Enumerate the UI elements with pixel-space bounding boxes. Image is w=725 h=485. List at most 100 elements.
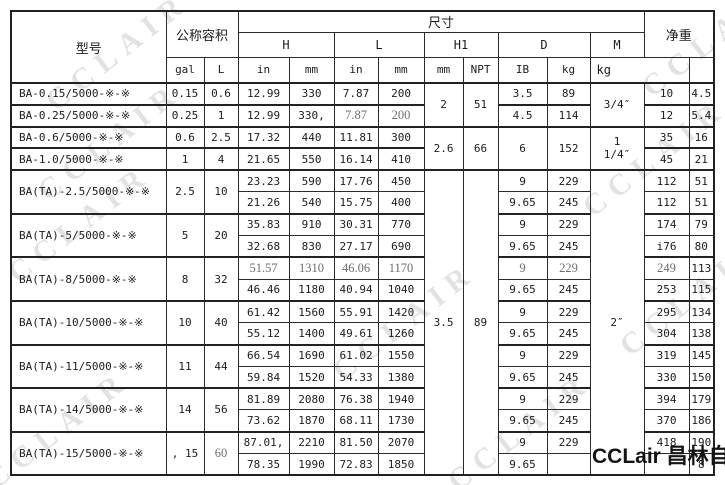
cell-nw2: 16 — [688, 125, 715, 149]
unit-h1-npt: NPT — [462, 56, 499, 84]
cell-nw1: 394 — [643, 387, 690, 411]
cell-nw2: 51 — [688, 169, 715, 193]
cell-l-in: 54.33 — [333, 365, 379, 389]
cell-h-in: 35.83 — [237, 212, 290, 237]
cell-liter: 20 — [203, 212, 239, 258]
cell-d-ib: 3.5 — [497, 82, 548, 106]
cell-l-mm: 690 — [377, 235, 425, 258]
cell-h-in: 61.42 — [237, 299, 290, 324]
cell-d-ib: 9.65 — [497, 191, 548, 215]
unit-blank — [688, 56, 715, 84]
cell-d-ib: 9.65 — [497, 365, 548, 389]
cell-l-in: 15.75 — [333, 191, 379, 215]
cell-l-in: 11.81 — [333, 125, 379, 149]
cell-gal: 14 — [165, 387, 205, 433]
cell-l-in: 55.91 — [333, 299, 379, 324]
cell-gal: , 15 — [165, 430, 205, 476]
cell-l-mm: 1940 — [377, 387, 425, 411]
cell-nw1: 304 — [643, 322, 690, 346]
cell-d-kg: 89 — [546, 82, 591, 106]
cell-l-in: 16.14 — [333, 147, 379, 171]
cell-l-in: 72.83 — [333, 453, 379, 476]
col-header-size: 尺寸 — [237, 10, 645, 33]
cell-nw2: 4.5 — [688, 82, 715, 106]
cell-nw1: 174 — [643, 212, 690, 237]
cell-l-mm: 200 — [377, 103, 425, 128]
cell-model: BA(TA)-2.5/5000-※-※ — [10, 169, 167, 215]
cell-d-ib: 9.65 — [497, 322, 548, 346]
cell-h-mm: 330, — [288, 103, 335, 128]
cell-h-mm: 1310 — [288, 256, 335, 280]
cell-model: BA(TA)-10/5000-※-※ — [10, 299, 167, 346]
cell-h-in: 17.32 — [237, 125, 290, 149]
cell-h1-mm: 3.5 — [423, 169, 464, 476]
cell-h-in: 73.62 — [237, 409, 290, 433]
cell-nw1: 112 — [643, 169, 690, 193]
cell-nw1: 35 — [643, 125, 690, 149]
cell-nw2: 79 — [688, 212, 715, 237]
cell-gal: 1 — [165, 147, 205, 171]
cell-liter: 40 — [203, 299, 239, 346]
cell-nw2: 115 — [688, 278, 715, 302]
cell-nw2: 51 — [688, 191, 715, 215]
cell-model: BA(TA)-14/5000-※-※ — [10, 387, 167, 433]
cell-d-kg: 229 — [546, 256, 591, 280]
cell-model: BA(TA)-8/5000-※-※ — [10, 256, 167, 302]
cell-nw2: 145 — [688, 343, 715, 367]
cell-gal: 11 — [165, 343, 205, 389]
cell-h-mm: 830 — [288, 235, 335, 258]
cell-h-in: 32.68 — [237, 235, 290, 258]
cell-d-ib: 4.5 — [497, 103, 548, 128]
cell-d-ib: 9 — [497, 256, 548, 280]
cell-h-mm: 1520 — [288, 365, 335, 389]
cell-liter: 0.6 — [203, 82, 239, 106]
cell-gal: 5 — [165, 212, 205, 258]
cell-liter: 44 — [203, 343, 239, 389]
cell-d-kg: 229 — [546, 299, 591, 324]
cell-d-ib: 9 — [497, 343, 548, 367]
cell-l-mm: 1040 — [377, 278, 425, 302]
cell-d-kg: 245 — [546, 191, 591, 215]
cell-l-mm: 1380 — [377, 365, 425, 389]
cell-h-mm: 330 — [288, 82, 335, 106]
cell-l-mm: 450 — [377, 169, 425, 193]
cell-d-ib: 6 — [497, 125, 548, 171]
cell-nw2: 150 — [688, 365, 715, 389]
unit-l-in: in — [333, 56, 379, 84]
cell-h-mm: 550 — [288, 147, 335, 171]
cell-l-mm: 200 — [377, 82, 425, 106]
cell-h-mm: 440 — [288, 125, 335, 149]
cell-gal: 0.25 — [165, 103, 205, 128]
col-header-model: 型号 — [10, 10, 167, 84]
cell-h-in: 55.12 — [237, 322, 290, 346]
cell-model: BA-0.25/5000-※-※ — [10, 103, 167, 128]
cell-l-in: 17.76 — [333, 169, 379, 193]
cell-h-in: 12.99 — [237, 103, 290, 128]
cell-h-in: 46.46 — [237, 278, 290, 302]
cell-h-mm: 2080 — [288, 387, 335, 411]
cell-nw1: 249 — [643, 256, 690, 280]
cell-liter: 1 — [203, 103, 239, 128]
cell-h-in: 21.65 — [237, 147, 290, 171]
unit-gal: gal — [165, 56, 205, 84]
cell-l-in: 7.87 — [333, 103, 379, 128]
cell-nw2: 8 — [688, 453, 715, 476]
cell-l-in: 61.02 — [333, 343, 379, 367]
cell-l-in: 30.31 — [333, 212, 379, 237]
cell-h-in: 23.23 — [237, 169, 290, 193]
cell-nw2: 179 — [688, 387, 715, 411]
cell-h1-npt: 89 — [462, 169, 499, 476]
cell-model: BA-1.0/5000-※-※ — [10, 147, 167, 171]
cell-model: BA-0.6/5000-※-※ — [10, 125, 167, 149]
cell-h-mm: 1990 — [288, 453, 335, 476]
cell-gal: 10 — [165, 299, 205, 346]
cell-d-kg: 229 — [546, 212, 591, 237]
cell-h-in: 59.84 — [237, 365, 290, 389]
cell-d-kg: 245 — [546, 365, 591, 389]
cell-nw1: 12 — [643, 103, 690, 128]
cell-h-in: 66.54 — [237, 343, 290, 367]
cell-d-kg: 245 — [546, 322, 591, 346]
cell-d-kg: 229 — [546, 343, 591, 367]
cell-nw2: 113 — [688, 256, 715, 280]
cell-nw1: 45 — [643, 147, 690, 171]
